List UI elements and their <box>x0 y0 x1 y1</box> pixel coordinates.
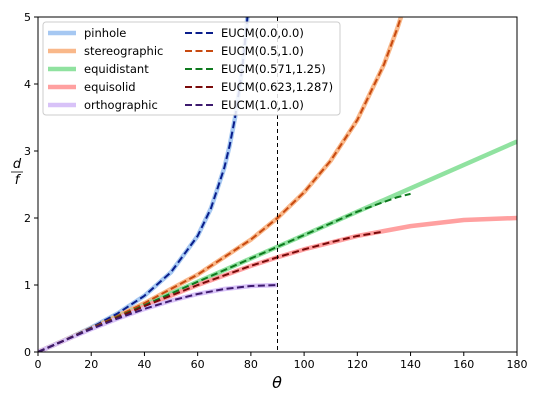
x-axis-title: θ <box>272 373 282 392</box>
legend-label-orthographic: orthographic <box>84 98 158 112</box>
legend: pinhole stereographic equidistant equisolid… <box>42 21 341 116</box>
legend-label-eucm-0-5-1-0: EUCM(0.5,1.0) <box>221 44 304 58</box>
legend-label-stereographic: stereographic <box>84 44 163 58</box>
x-tick-label: 0 <box>35 358 42 371</box>
legend-label-eucm-0-0-0-0: EUCM(0.0,0.0) <box>221 26 304 40</box>
legend-label-eucm-0-571-1-25: EUCM(0.571,1.25) <box>221 62 326 76</box>
y-tick-label: 0 <box>24 346 31 359</box>
legend-label-equidistant: equidistant <box>84 62 149 76</box>
y-tick-label: 3 <box>24 145 31 158</box>
svg-text:d: d <box>13 157 22 172</box>
legend-label-equisolid: equisolid <box>84 80 136 94</box>
x-tick-label: 100 <box>294 358 315 371</box>
plot-frame <box>37 16 518 353</box>
x-tick-label: 140 <box>400 358 421 371</box>
x-tick-label: 120 <box>347 358 368 371</box>
x-tick-label: 60 <box>191 358 205 371</box>
legend-label-eucm-1-0-1-0: EUCM(1.0,1.0) <box>221 98 304 112</box>
x-tick-label: 160 <box>453 358 474 371</box>
x-tick-label: 20 <box>84 358 98 371</box>
svg-text:f: f <box>15 173 22 188</box>
legend-label-eucm-0-623-1-287: EUCM(0.623,1.287) <box>221 80 333 94</box>
y-axis-title: d f <box>11 157 23 188</box>
x-tick-label: 180 <box>507 358 528 371</box>
series-line-eucm-0-5-1-0 <box>38 17 402 352</box>
legend-label-pinhole: pinhole <box>84 26 126 40</box>
y-tick-label: 1 <box>24 279 31 292</box>
series-line-eucm-1-0-1-0 <box>38 284 278 352</box>
series-line-eucm-0-0-0-0 <box>38 17 249 352</box>
x-tick-label: 40 <box>137 358 151 371</box>
y-tick-label: 5 <box>24 11 31 24</box>
x-tick-label: 80 <box>244 358 258 371</box>
y-tick-label: 2 <box>24 212 31 225</box>
y-tick-label: 4 <box>24 78 31 91</box>
axes: 0 20 40 60 80 100 120 140 160 180 0 1 2 3 4 5 <box>24 11 528 371</box>
